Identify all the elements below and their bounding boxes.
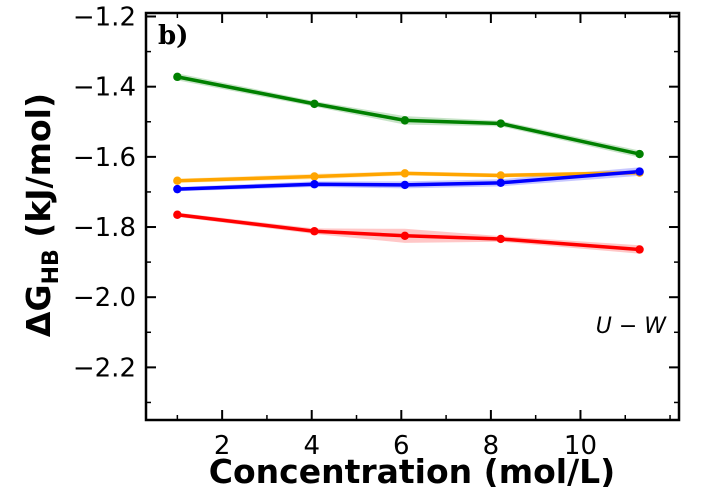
x-tick-label-0: 2	[214, 431, 231, 461]
series-points	[173, 72, 644, 254]
x-axis-label: Concentration (mol/L)	[209, 452, 616, 487]
y-tick-label-5: −1.2	[73, 3, 136, 33]
y-tick-label-1: −2.0	[73, 283, 136, 313]
y-tick-label-3: −1.6	[73, 143, 136, 173]
series-annotation: U − W	[596, 314, 668, 339]
band-green	[177, 73, 640, 158]
x-tick-label-3: 8	[483, 431, 500, 461]
point-red-2	[400, 231, 410, 240]
y-axis-label: ΔGHB (kJ/mol)	[19, 93, 64, 337]
point-green-1	[310, 99, 319, 109]
y-axis-label-subscript: HB	[39, 249, 64, 284]
y-axis-label-main: ΔG	[19, 284, 58, 337]
panel-label: b)	[158, 21, 188, 51]
point-orange-0	[173, 176, 182, 185]
point-orange-3	[496, 171, 505, 180]
point-green-2	[400, 116, 410, 125]
y-axis-label-unit: (kJ/mol)	[19, 93, 58, 249]
point-blue-3	[496, 178, 505, 188]
point-red-4	[635, 245, 644, 254]
point-green-4	[635, 149, 644, 159]
point-red-3	[496, 234, 505, 244]
band-red	[177, 212, 640, 254]
point-blue-0	[173, 184, 182, 194]
x-tick-label-2: 6	[393, 431, 410, 461]
x-tick-label-1: 4	[303, 431, 320, 461]
series-lines	[177, 75, 640, 252]
axis-ticks	[146, 13, 679, 420]
plot-frame	[144, 11, 681, 422]
point-green-3	[496, 119, 505, 128]
x-tick-label-4: 10	[564, 431, 597, 461]
point-green-0	[173, 72, 182, 82]
point-orange-2	[400, 169, 410, 178]
axis-tick-labels: 2 4 6 8 10 −2.2 −2.0 −1.8 −1.6 −1.4 −1.2	[73, 3, 597, 461]
y-tick-label-2: −1.8	[73, 213, 136, 243]
confidence-bands	[177, 73, 640, 254]
point-blue-1	[310, 180, 319, 189]
y-tick-label-0: −2.2	[73, 353, 136, 383]
y-tick-label-4: −1.4	[73, 73, 136, 103]
point-red-0	[173, 210, 182, 219]
point-red-1	[310, 227, 319, 236]
point-blue-2	[400, 180, 410, 190]
point-orange-1	[310, 172, 319, 181]
point-blue-4	[635, 167, 644, 176]
